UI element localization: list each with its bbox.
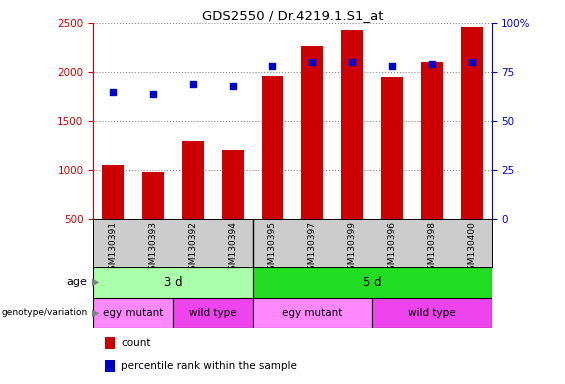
- Bar: [381, 77, 403, 268]
- Text: GSM130398: GSM130398: [427, 221, 436, 276]
- Text: GSM130392: GSM130392: [188, 221, 197, 276]
- Point: [388, 63, 397, 69]
- Text: wild type: wild type: [408, 308, 455, 318]
- Point: [188, 81, 197, 87]
- Text: count: count: [121, 338, 151, 348]
- Point: [149, 91, 158, 97]
- Text: ▶: ▶: [92, 277, 99, 287]
- Bar: [93, 298, 173, 328]
- Text: percentile rank within the sample: percentile rank within the sample: [121, 361, 297, 371]
- Point: [347, 59, 357, 65]
- Text: GSM130399: GSM130399: [347, 221, 357, 276]
- Bar: [221, 151, 244, 268]
- Text: egy mutant: egy mutant: [103, 308, 163, 318]
- Text: GSM130391: GSM130391: [108, 221, 118, 276]
- Point: [268, 63, 277, 69]
- Bar: [105, 337, 115, 349]
- Bar: [173, 298, 253, 328]
- Point: [427, 61, 436, 67]
- Bar: [253, 267, 492, 298]
- Text: genotype/variation: genotype/variation: [1, 308, 88, 318]
- Bar: [460, 27, 483, 268]
- Bar: [372, 298, 492, 328]
- Text: wild type: wild type: [189, 308, 237, 318]
- Bar: [262, 76, 284, 268]
- Point: [308, 59, 317, 65]
- Text: egy mutant: egy mutant: [282, 308, 342, 318]
- Bar: [93, 267, 253, 298]
- Bar: [102, 165, 124, 268]
- Bar: [253, 298, 372, 328]
- Bar: [421, 62, 443, 268]
- Point: [228, 83, 237, 89]
- Text: GSM130394: GSM130394: [228, 221, 237, 276]
- Bar: [142, 172, 164, 268]
- Bar: [301, 46, 323, 268]
- Point: [108, 89, 118, 95]
- Text: GSM130393: GSM130393: [149, 221, 158, 276]
- Text: GSM130397: GSM130397: [308, 221, 317, 276]
- Text: 5 d: 5 d: [363, 276, 381, 289]
- Text: GSM130396: GSM130396: [388, 221, 397, 276]
- Text: ▶: ▶: [92, 308, 99, 318]
- Text: GSM130395: GSM130395: [268, 221, 277, 276]
- Bar: [341, 30, 363, 268]
- Bar: [182, 141, 204, 268]
- Text: 3 d: 3 d: [164, 276, 182, 289]
- Text: age: age: [67, 277, 88, 287]
- Point: [467, 59, 476, 65]
- Bar: [105, 361, 115, 372]
- Title: GDS2550 / Dr.4219.1.S1_at: GDS2550 / Dr.4219.1.S1_at: [202, 9, 383, 22]
- Text: GSM130400: GSM130400: [467, 221, 476, 276]
